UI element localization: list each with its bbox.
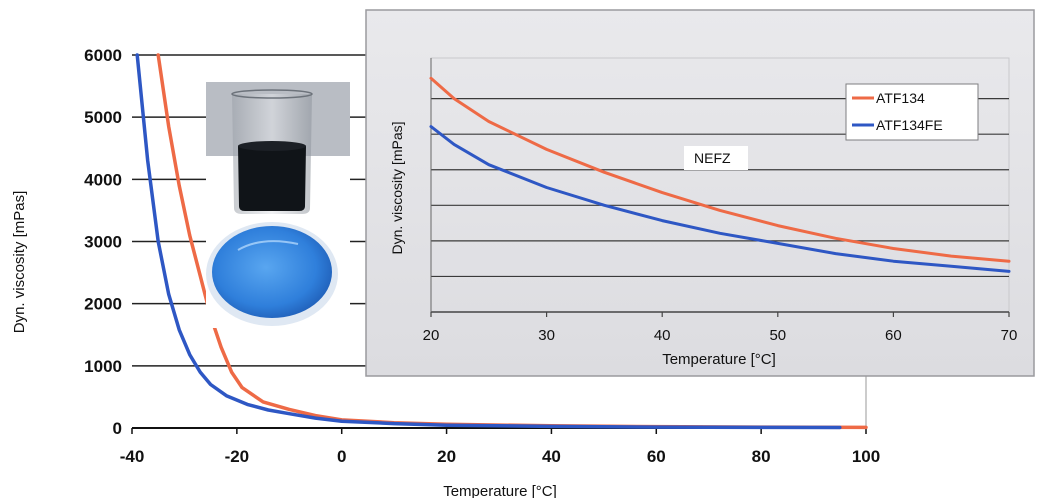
main-x-tick-label: 0 — [337, 447, 346, 466]
inset-series-atf134 — [429, 76, 1011, 263]
main-chart-y-axis-label: Dyn. viscosity [mPas] — [11, 191, 28, 334]
inset-series-atf134fe — [429, 125, 1011, 273]
main-x-tick-label: -40 — [120, 447, 145, 466]
main-x-tick-label: -20 — [225, 447, 250, 466]
legend-label-atf134fe: ATF134FE — [876, 117, 943, 133]
inset-chart-x-axis-label: Temperature [°C] — [662, 351, 776, 368]
main-x-tick-label: 20 — [437, 447, 456, 466]
main-series-atf134fe — [135, 53, 842, 430]
nefz-label: NEFZ — [694, 150, 731, 166]
inset-panel — [365, 9, 1035, 377]
legend-box — [845, 83, 979, 141]
main-y-tick-label: 1000 — [84, 357, 122, 376]
inset-x-tick-label: 50 — [769, 327, 786, 344]
inset-chart-axes — [430, 58, 1009, 313]
main-chart-series — [135, 53, 868, 430]
main-chart-x-ticks: -40 -20 0 20 40 60 80 100 — [120, 428, 880, 466]
main-y-tick-label: 4000 — [84, 170, 122, 189]
oil-surface — [238, 141, 306, 151]
main-x-tick-label: 80 — [752, 447, 771, 466]
inset-legend: ATF134 ATF134FE — [845, 83, 979, 141]
inset-chart-x-ticks: 20 30 40 50 60 70 — [423, 312, 1018, 344]
main-y-tick-label: 2000 — [84, 295, 122, 314]
sample-photo — [206, 82, 350, 328]
legend-label-atf134: ATF134 — [876, 90, 925, 106]
inset-x-tick-label: 20 — [423, 327, 440, 344]
main-x-tick-label: 100 — [852, 447, 880, 466]
main-chart-y-ticks: 0 1000 2000 3000 4000 5000 6000 — [84, 46, 122, 438]
main-y-tick-label: 5000 — [84, 108, 122, 127]
inset-x-tick-label: 30 — [538, 327, 555, 344]
inset-x-tick-label: 60 — [885, 327, 902, 344]
main-chart-x-axis-label: Temperature [°C] — [443, 483, 557, 498]
main-y-tick-label: 6000 — [84, 46, 122, 65]
dish-highlight — [237, 240, 299, 251]
inset-chart-y-axis-label: Dyn. viscosity [mPas] — [389, 121, 405, 254]
main-x-tick-label: 40 — [542, 447, 561, 466]
beaker-dark-oil — [238, 146, 306, 211]
inset-x-tick-label: 40 — [654, 327, 671, 344]
main-y-tick-label: 0 — [113, 419, 122, 438]
petri-dish-blue-oil — [212, 226, 332, 318]
nefz-label-background — [684, 146, 748, 170]
main-y-tick-label: 3000 — [84, 233, 122, 252]
nefz-annotation: NEFZ — [684, 146, 748, 170]
inset-chart-series — [429, 76, 1011, 273]
beaker-rim — [231, 89, 313, 99]
inset-x-tick-label: 70 — [1001, 327, 1018, 344]
inset-background — [365, 9, 1035, 377]
main-x-tick-label: 60 — [647, 447, 666, 466]
